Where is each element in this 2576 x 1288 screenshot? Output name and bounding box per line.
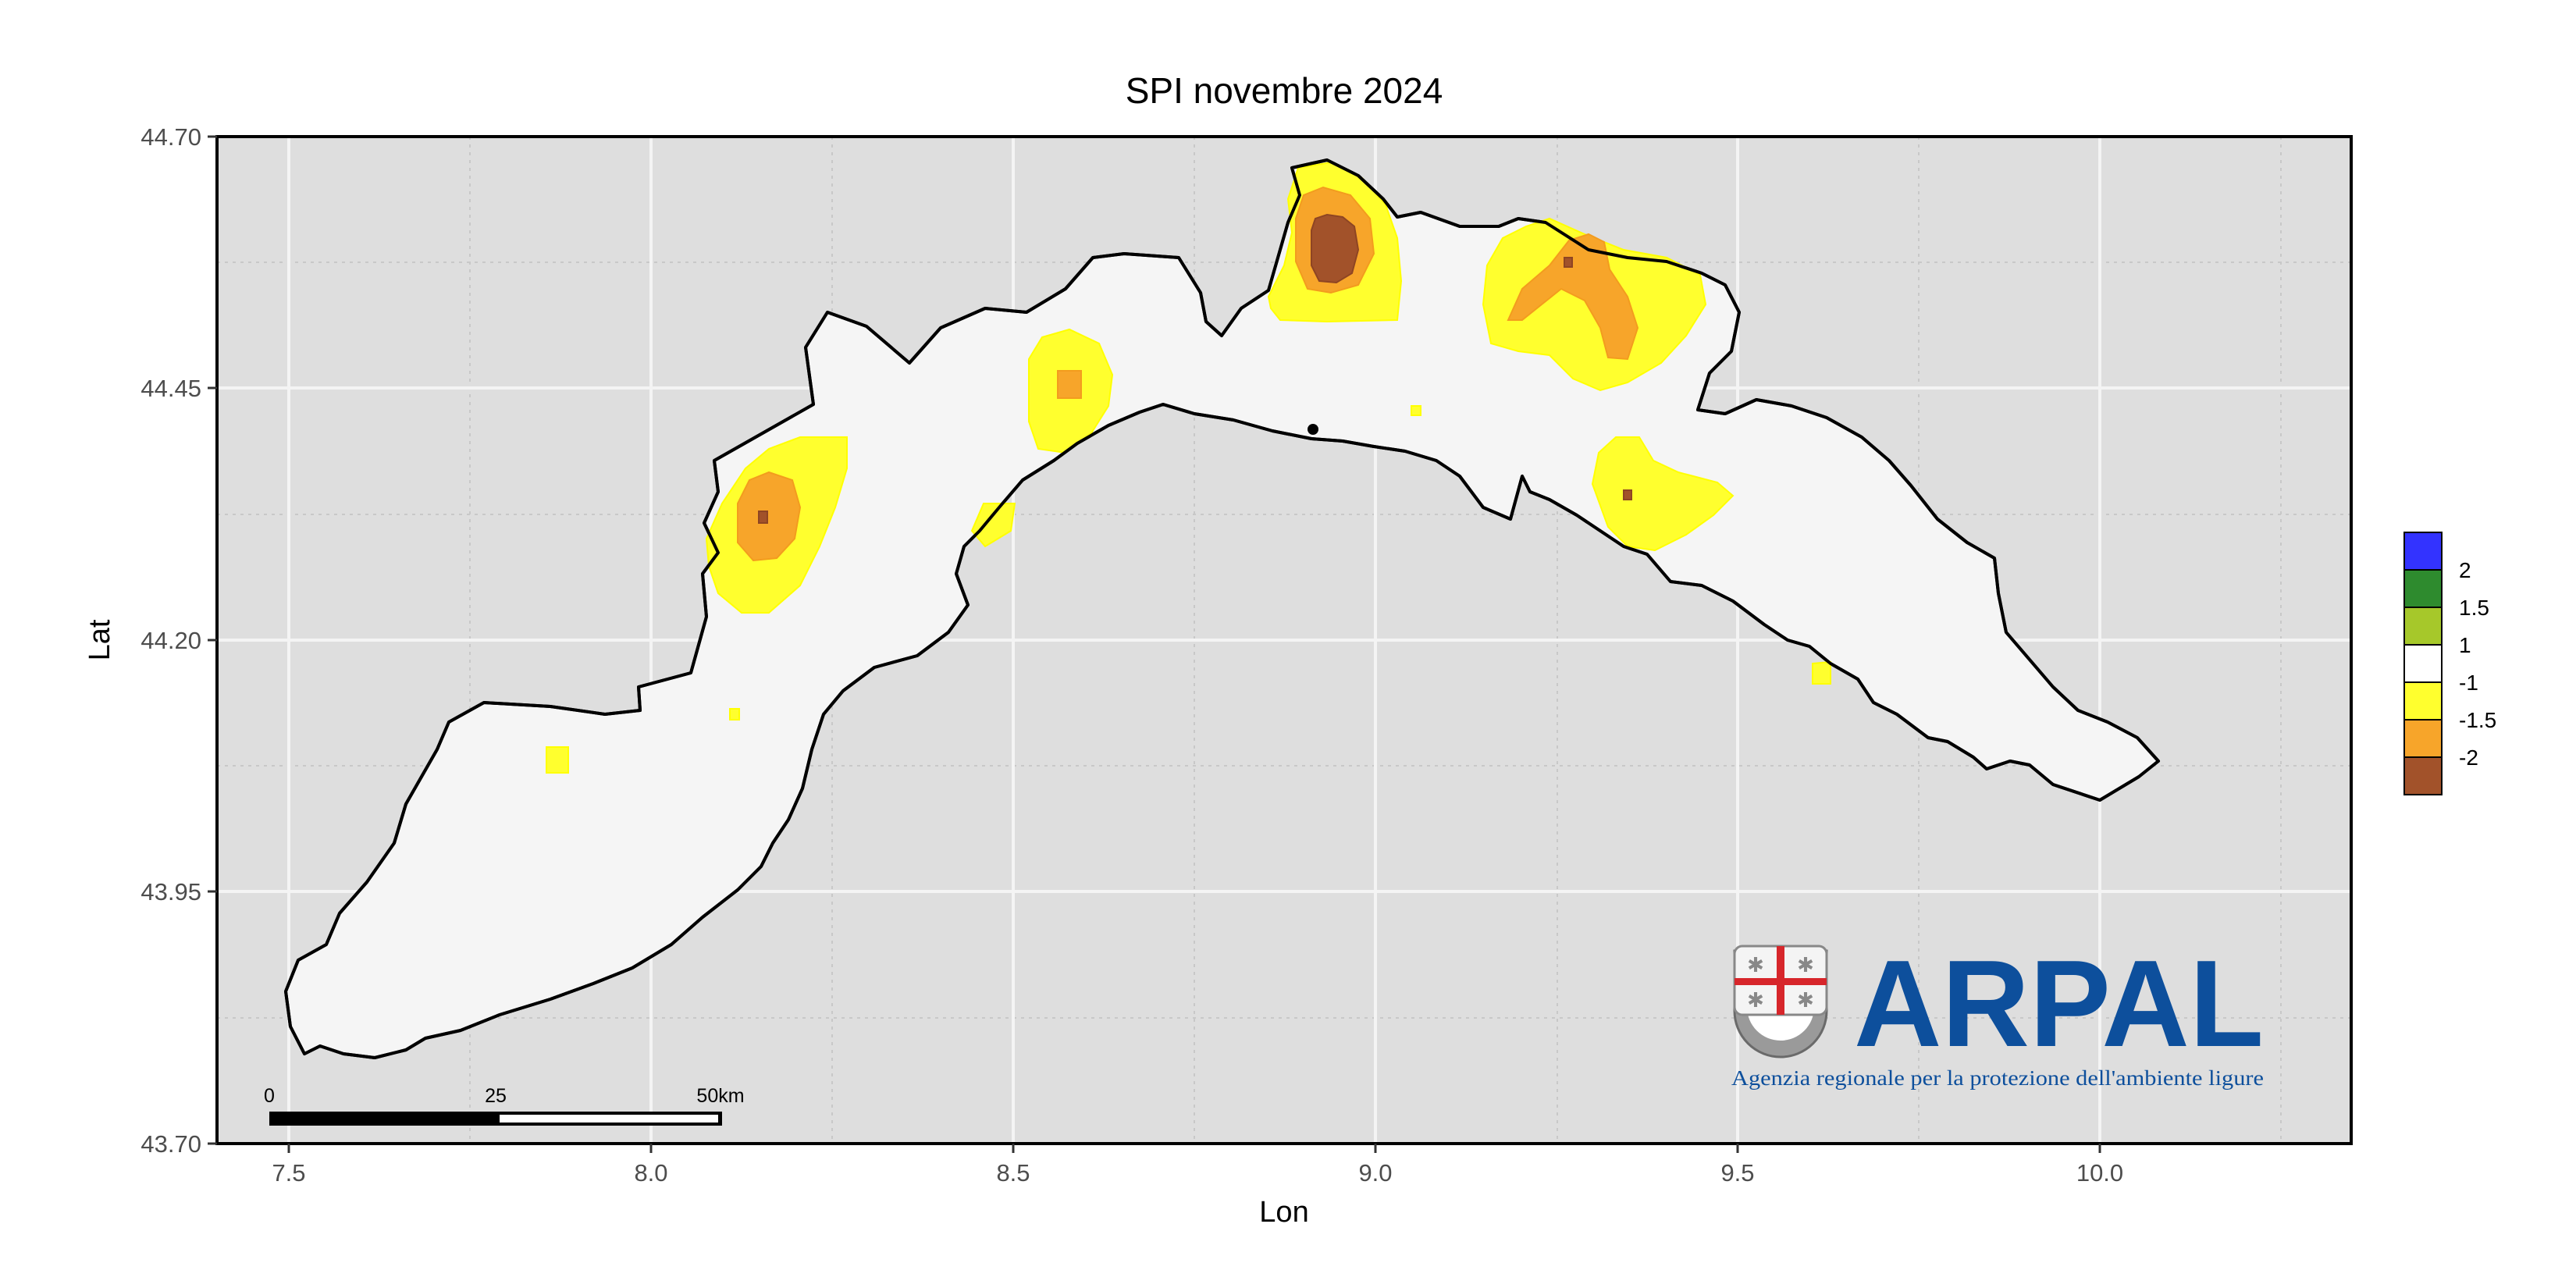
legend-label: -1.5	[2459, 708, 2496, 732]
y-tick-label: 44.20	[141, 627, 201, 654]
arpal-logo: ✱ ✱ ✱ ✱ ARPAL Agenzia regionale per la p…	[1731, 935, 2264, 1090]
arpal-logo-subtitle: Agenzia regionale per la protezione dell…	[1731, 1066, 2264, 1090]
scale-bar: 0 25 50km	[264, 1085, 745, 1126]
spi-legend: 2 1.5 1 -1 -1.5 -2	[2403, 532, 2496, 795]
svg-text:✱: ✱	[1797, 953, 1814, 977]
liguria-coastline	[284, 158, 2160, 1059]
y-axis-title: Lat	[84, 619, 116, 660]
legend-swatch-1	[2403, 607, 2443, 646]
legend-swatch-minus-1-5	[2403, 681, 2443, 720]
y-tick-label: 44.45	[141, 375, 201, 402]
arpal-logo-text: ARPAL	[1854, 935, 2264, 1073]
y-tick-label: 44.70	[141, 123, 201, 151]
liguria-shield-icon: ✱ ✱ ✱ ✱	[1733, 945, 1828, 1059]
legend-swatch-minus-2	[2403, 719, 2443, 758]
legend-swatch-2	[2403, 532, 2443, 571]
scale-bar-white	[500, 1115, 718, 1123]
x-tick-label: 8.5	[996, 1159, 1030, 1187]
legend-swatch-below-minus-2	[2403, 756, 2443, 795]
legend-label: 1	[2459, 633, 2471, 657]
scale-label-0: 0	[264, 1085, 275, 1107]
svg-text:✱: ✱	[1747, 953, 1764, 977]
scale-label-50km: 50km	[696, 1085, 744, 1107]
y-tick-label: 43.95	[141, 878, 201, 906]
svg-text:✱: ✱	[1797, 988, 1814, 1012]
legend-swatch-1-5	[2403, 569, 2443, 608]
map-title: SPI novembre 2024	[1126, 70, 1443, 111]
y-tick-label: 43.70	[141, 1130, 201, 1158]
y-axis	[208, 135, 217, 1145]
x-tick-label: 8.0	[634, 1159, 667, 1187]
legend-label: 2	[2459, 558, 2471, 582]
legend-label: -2	[2459, 745, 2478, 770]
scale-label-25: 25	[485, 1085, 507, 1107]
legend-label: -1	[2459, 671, 2478, 695]
legend-swatch-minus-1	[2403, 644, 2443, 683]
x-axis	[287, 1144, 2101, 1153]
x-axis-title: Lon	[1259, 1196, 1308, 1229]
x-tick-label: 10.0	[2076, 1159, 2123, 1187]
spi-zones-minus-2	[758, 213, 1632, 524]
legend-label: 1.5	[2459, 596, 2489, 620]
svg-text:✱: ✱	[1747, 988, 1764, 1012]
x-tick-label: 9.5	[1720, 1159, 1754, 1187]
x-tick-label: 7.5	[272, 1159, 305, 1187]
genova-port-marker	[1308, 424, 1318, 435]
x-tick-label: 9.0	[1358, 1159, 1392, 1187]
